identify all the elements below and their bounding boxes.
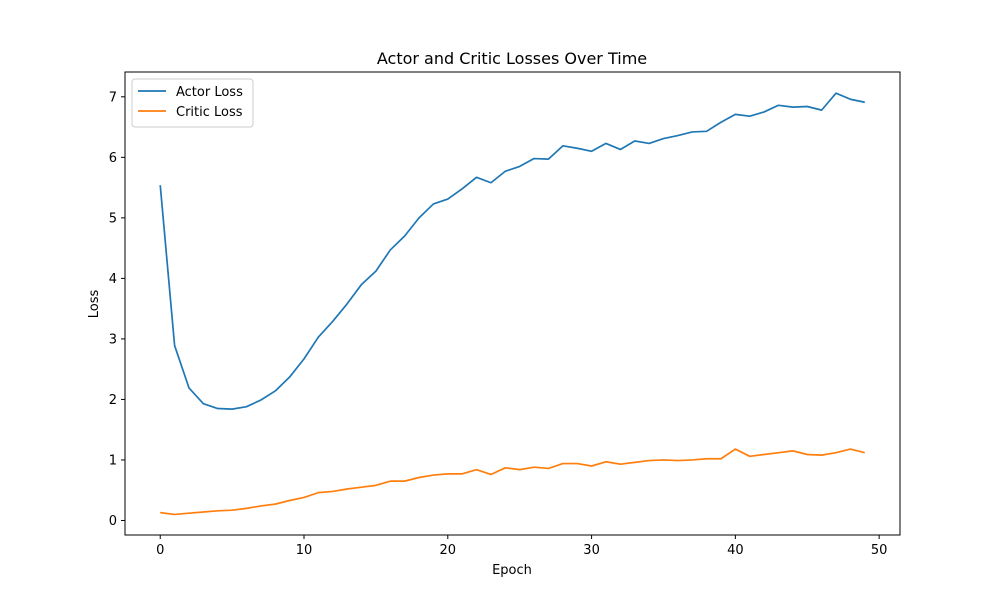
legend: Actor Loss Critic Loss: [131, 78, 254, 128]
y-tick-label: 2: [109, 393, 117, 408]
x-tick-label: 0: [156, 543, 164, 558]
x-tick-label: 50: [871, 543, 888, 558]
x-tick-label: 10: [296, 543, 313, 558]
y-tick-label: 6: [109, 151, 117, 166]
series-line-critic-loss: [160, 448, 865, 516]
y-tick-label: 7: [109, 90, 117, 105]
x-axis: 0 10 20 30 40 50: [156, 535, 887, 558]
y-tick-label: 0: [109, 514, 117, 529]
y-tick-label: 4: [109, 272, 117, 287]
y-tick-label: 3: [109, 332, 117, 347]
x-axis-label: Epoch: [492, 563, 532, 578]
plot-area: [159, 92, 865, 516]
chart-title: Actor and Critic Losses Over Time: [377, 49, 647, 68]
y-tick-label: 1: [109, 453, 117, 468]
series-line-actor-loss: [159, 92, 865, 410]
legend-label-actor: Actor Loss: [176, 85, 243, 100]
y-axis-label: Loss: [87, 290, 102, 319]
legend-label-critic: Critic Loss: [176, 105, 243, 120]
x-tick-label: 30: [583, 543, 600, 558]
x-tick-label: 20: [440, 543, 457, 558]
axes-frame: [124, 71, 901, 536]
y-tick-label: 5: [109, 211, 117, 226]
x-tick-label: 40: [727, 543, 744, 558]
y-axis: 0 1 2 3 4 5 6 7: [109, 90, 125, 529]
